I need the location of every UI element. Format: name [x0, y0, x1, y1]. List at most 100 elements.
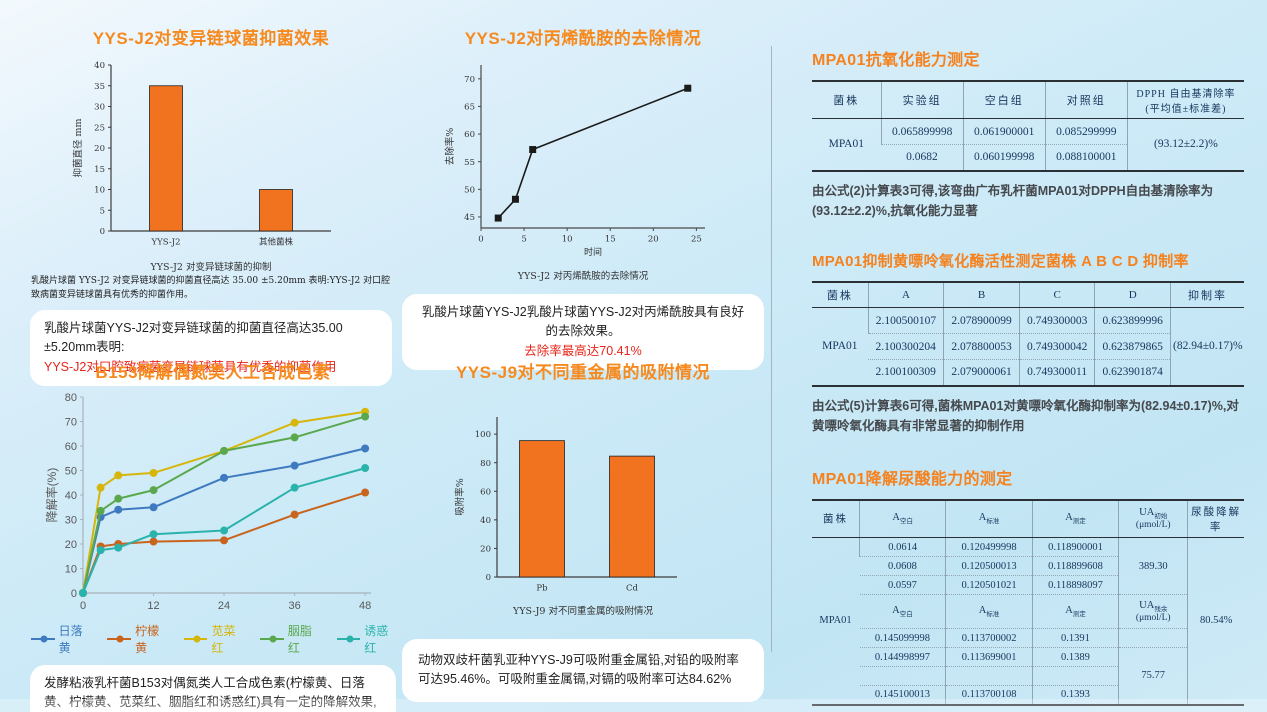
- svg-text:48: 48: [359, 600, 371, 612]
- value-cell: 0.623879865: [1094, 333, 1171, 360]
- value-cell: 0.0608: [859, 556, 946, 576]
- svg-text:65: 65: [464, 103, 475, 113]
- value-cell: 2.078900099: [943, 307, 1020, 334]
- svg-text:10: 10: [94, 186, 105, 196]
- svg-text:0: 0: [80, 600, 86, 612]
- result-cell: (82.94±0.17)%: [1170, 307, 1244, 386]
- legend-item: 苋菜红: [183, 622, 243, 656]
- value-cell: 0.061900001: [962, 118, 1046, 145]
- svg-text:40: 40: [94, 61, 105, 71]
- col-header: A: [867, 281, 944, 308]
- col-header: 空白组: [962, 81, 1046, 119]
- svg-text:55: 55: [464, 158, 475, 168]
- col-header-ua-initial: UA初始 (μmol/L): [1118, 499, 1188, 538]
- legend-item: 柠檬黄: [106, 622, 166, 656]
- value-cell: 0.623901874: [1094, 359, 1171, 386]
- value-cell: 2.100500107: [867, 307, 944, 334]
- svg-text:抑菌直径 mm: 抑菌直径 mm: [72, 118, 84, 177]
- value-cell: 0.065899998: [880, 118, 964, 145]
- col-header-a-standard: A标准: [945, 499, 1033, 538]
- svg-text:30: 30: [65, 514, 77, 526]
- rate-cell: 80.54%: [1187, 537, 1244, 705]
- result-cell: (93.12±2.2)%: [1126, 118, 1244, 171]
- value-cell: 0.145100013: [859, 685, 946, 705]
- panel-inhibition: YYS-J2对变异链球菌抑菌效果 0 5 10 15 20 25 30 35 40 抑菌直径 mm…: [30, 24, 392, 387]
- svg-text:70: 70: [65, 416, 77, 428]
- value-cell: 0.144998997: [859, 647, 946, 667]
- heavy-metal-chart-title: YYS-J9对不同重金属的吸附情况: [455, 363, 711, 382]
- legend-item: 诱惑红: [336, 622, 396, 656]
- svg-text:10: 10: [65, 563, 77, 575]
- antioxidant-table: 菌株 实验组 空白组 对照组 DPPH 自由基清除率 (平均值±标准差) MPA…: [812, 80, 1244, 172]
- svg-text:60: 60: [464, 130, 475, 140]
- acrylamide-chart-title: YYS-J2对丙烯酰胺的去除情况: [464, 29, 702, 48]
- value-cell: 0.085299999: [1044, 118, 1128, 145]
- value-cell: 0.120499998: [945, 537, 1033, 557]
- heavy-metal-summary-box: 动物双歧杆菌乳亚种YYS-J9可吸附重金属铅,对铅的吸附率可达95.46%。可吸…: [402, 639, 764, 702]
- acrylamide-line-chart: 45 50 55 60 65 70 去除率% 0 5 10 15 20 25 时间: [444, 65, 705, 258]
- value-cell: 0.088100001: [1044, 144, 1128, 171]
- svg-text:40: 40: [65, 490, 77, 502]
- table-row: 0.145100013 0.113700108 0.1393: [812, 685, 1244, 705]
- col-header-a-blank: A空白: [859, 499, 946, 538]
- heavy-metal-bar-chart: 0 20 40 60 80 100 吸附率% Pb Cd: [454, 417, 677, 594]
- value-cell: 0.113699001: [945, 647, 1033, 667]
- inhibition-chart-title: YYS-J2对变异链球菌抑菌效果: [92, 29, 330, 48]
- svg-text:45: 45: [464, 213, 475, 223]
- table-row: 2.100300204 2.078800053 0.749300042 0.62…: [812, 333, 1244, 360]
- value-cell: 0.118900001: [1031, 537, 1119, 557]
- antioxidant-note: 由公式(2)计算表3可得,该弯曲广布乳杆菌MPA01对DPPH自由基清除率为(9…: [812, 183, 1214, 218]
- panel-pigment: B153降解偶氮类人工合成色素 0 10 20 30 40 50 60 70 80 降解率(%) 0…: [30, 358, 396, 712]
- summary-highlight: 去除率最高达70.41%: [524, 343, 642, 358]
- svg-text:吸附率%: 吸附率%: [454, 478, 466, 516]
- svg-text:80: 80: [480, 459, 491, 469]
- svg-text:60: 60: [480, 487, 491, 497]
- col-header-a-test: A测定: [1031, 594, 1119, 629]
- legend-marker-icon: [30, 635, 55, 643]
- value-cell: 0.623899996: [1094, 307, 1171, 334]
- table-row: 0.145099998 0.113700002 0.1391: [812, 628, 1244, 648]
- svg-text:70: 70: [464, 75, 475, 85]
- svg-text:5: 5: [521, 235, 526, 245]
- svg-text:50: 50: [464, 185, 475, 195]
- pigment-legend: 日落黄 柠檬黄 苋菜红 胭脂红 诱惑红: [30, 622, 396, 656]
- value-cell: 0.749300042: [1018, 333, 1095, 360]
- empty-cell: [945, 666, 1033, 686]
- section-xanthine: MPA01抑制黄嘌呤氧化酶活性测定菌株 A B C D 抑制率 菌株 A B C…: [812, 250, 1244, 436]
- legend-label: 胭脂红: [287, 624, 312, 655]
- svg-text:15: 15: [94, 165, 105, 175]
- svg-text:20: 20: [480, 544, 491, 554]
- legend-marker-icon: [336, 635, 361, 643]
- table-row: MPA01 0.0614 0.120499998 0.118900001 389…: [812, 537, 1244, 705]
- svg-text:0: 0: [486, 573, 491, 583]
- ua-residual-value: 75.77: [1118, 647, 1188, 705]
- summary-highlight: YYS-J2对口腔致病菌变异链球菌具有优秀的抑菌作用: [44, 359, 337, 374]
- ua-initial-value: 389.30: [1118, 537, 1188, 595]
- svg-text:36: 36: [288, 600, 300, 612]
- strain-cell: MPA01: [819, 615, 852, 627]
- svg-text:30: 30: [94, 103, 105, 113]
- value-cell: 0.1393: [1031, 685, 1119, 705]
- acrylamide-figure-caption: YYS-J2 对丙烯酰胺的去除情况: [517, 271, 649, 282]
- strain-cell: MPA01: [822, 340, 858, 353]
- value-cell: 0.118898097: [1031, 575, 1119, 595]
- col-header: 菌株: [812, 281, 869, 308]
- uric-acid-table: 菌株 A空白 A标准 A测定 UA初始 (μmol/L) 尿酸降解率 MPA01: [812, 498, 1244, 706]
- col-header: 菌株: [812, 499, 860, 538]
- svg-text:0: 0: [478, 235, 483, 245]
- panel-heavy-metal: YYS-J9对不同重金属的吸附情况 0 20 40 60 80 100 吸附率% Pb Cd Y…: [402, 358, 764, 702]
- value-cell: 2.100100309: [868, 359, 944, 386]
- panel-acrylamide: YYS-J2对丙烯酰胺的去除情况 45 50 55 60 65 70 去除率% 0 5 10 15 2…: [402, 24, 764, 371]
- value-cell: 0.113700108: [945, 685, 1033, 705]
- value-cell: 0.749300003: [1018, 307, 1095, 334]
- value-cell: 0.0597: [859, 575, 946, 595]
- col-header: 菌株: [812, 81, 882, 119]
- uric-acid-title: MPA01降解尿酸能力的测定: [812, 470, 1013, 488]
- value-cell: 0.120501021: [945, 575, 1033, 595]
- xanthine-note: 由公式(5)计算表6可得,菌株MPA01对黄嘌呤氧化酶抑制率为(82.94±0.…: [812, 398, 1239, 433]
- svg-text:25: 25: [691, 235, 702, 245]
- legend-label: 日落黄: [58, 624, 83, 655]
- legend-marker-icon: [183, 635, 208, 643]
- table-row: MPA01 2.100500107 2.078900099 0.74930000…: [812, 307, 1244, 386]
